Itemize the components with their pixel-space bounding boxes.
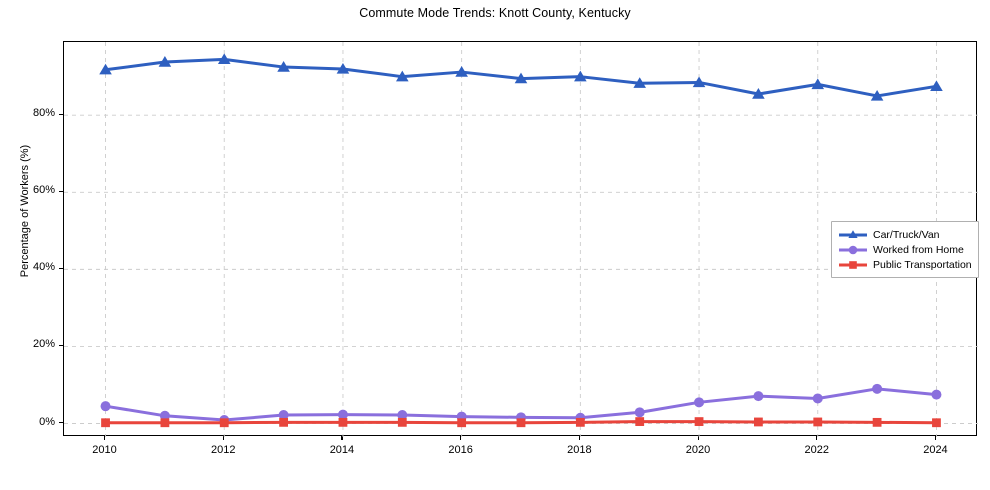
series-public-transportation bbox=[101, 417, 941, 428]
data-point-marker bbox=[277, 61, 290, 72]
data-point-marker bbox=[101, 418, 110, 428]
data-point-marker bbox=[575, 417, 585, 427]
data-point-marker bbox=[574, 70, 587, 82]
data-point-marker bbox=[633, 77, 647, 88]
legend-label: Car/Truck/Van bbox=[873, 228, 940, 241]
data-point-marker bbox=[397, 410, 408, 421]
data-point-marker bbox=[337, 409, 348, 420]
data-point-marker bbox=[694, 397, 705, 408]
y-axis-tick-mark bbox=[59, 190, 63, 192]
x-axis-tick-label: 2016 bbox=[448, 444, 473, 456]
x-axis-tick-label: 2014 bbox=[329, 444, 355, 456]
data-point-marker bbox=[753, 391, 764, 402]
y-axis-tick-label: 60% bbox=[32, 184, 55, 197]
legend-label: Public Transportation bbox=[873, 258, 972, 271]
data-point-marker bbox=[99, 63, 112, 75]
data-point-marker bbox=[397, 417, 407, 427]
y-axis-label: Percentage of Workers (%) bbox=[19, 144, 31, 278]
y-axis-tick-mark bbox=[59, 422, 63, 424]
y-axis-tick-mark bbox=[59, 344, 63, 347]
data-point-marker bbox=[813, 417, 823, 427]
data-point-marker bbox=[754, 417, 763, 427]
x-axis-tick-mark bbox=[578, 436, 581, 440]
x-axis-tick-mark bbox=[341, 436, 343, 440]
data-point-marker bbox=[217, 53, 231, 65]
series-layer bbox=[99, 53, 943, 428]
data-point-marker bbox=[930, 80, 943, 91]
data-point-marker bbox=[514, 72, 528, 84]
data-point-marker bbox=[812, 393, 823, 404]
y-axis-tick-label: 80% bbox=[32, 107, 55, 120]
x-axis-tick-mark bbox=[697, 436, 699, 440]
y-axis-tick-label: 40% bbox=[32, 261, 55, 274]
y-axis-tick-label: 0% bbox=[39, 415, 55, 428]
data-point-marker bbox=[160, 418, 170, 428]
data-point-marker bbox=[872, 383, 883, 394]
legend-label: Worked from Home bbox=[873, 243, 964, 256]
x-axis-tick-mark bbox=[460, 436, 462, 440]
y-axis-tick-mark bbox=[59, 113, 63, 115]
y-axis-tick-mark bbox=[59, 267, 63, 270]
legend-item-car-truck-van[interactable]: Car/Truck/Van bbox=[838, 227, 971, 242]
data-point-marker bbox=[516, 418, 526, 428]
x-axis-tick-label: 2020 bbox=[685, 444, 711, 456]
data-point-marker bbox=[931, 389, 942, 400]
data-point-marker bbox=[278, 410, 289, 421]
data-point-marker bbox=[279, 417, 288, 427]
y-axis-tick-label: 20% bbox=[32, 338, 55, 351]
plot-area bbox=[63, 41, 978, 437]
data-point-marker bbox=[635, 417, 645, 426]
x-axis-tick-label: 2018 bbox=[567, 444, 592, 456]
series-car-truck-van bbox=[99, 53, 943, 101]
legend-item-worked-from-home[interactable]: Worked from Home bbox=[838, 242, 971, 257]
x-axis-tick-label: 2024 bbox=[923, 444, 948, 456]
page-title: Commute Mode Trends: Knott County, Kentu… bbox=[359, 6, 631, 20]
data-point-marker bbox=[752, 88, 765, 99]
data-point-marker bbox=[336, 62, 350, 74]
x-axis-tick-mark bbox=[222, 436, 224, 440]
data-point-marker bbox=[100, 401, 111, 412]
legend-swatch-square-icon bbox=[838, 258, 868, 272]
legend-swatch-circle-icon bbox=[838, 243, 868, 257]
data-point-marker bbox=[158, 56, 172, 67]
data-point-marker bbox=[694, 417, 704, 426]
x-axis-tick-mark bbox=[816, 436, 818, 440]
data-point-marker bbox=[634, 407, 645, 418]
legend-swatch-triangle-icon bbox=[838, 228, 868, 242]
chart-legend[interactable]: Car/Truck/Van Worked from Home Public Tr… bbox=[831, 221, 979, 278]
data-point-marker bbox=[395, 70, 409, 82]
plot-svg bbox=[64, 42, 978, 437]
data-point-marker bbox=[692, 76, 706, 88]
data-point-marker bbox=[872, 417, 882, 427]
x-axis-tick-mark bbox=[104, 436, 106, 440]
data-point-marker bbox=[932, 418, 941, 428]
data-point-marker bbox=[338, 417, 348, 427]
x-axis-tick-label: 2012 bbox=[210, 444, 236, 456]
data-point-marker bbox=[455, 66, 468, 77]
x-axis-tick-label: 2010 bbox=[92, 444, 117, 456]
data-point-marker bbox=[457, 418, 467, 428]
data-point-marker bbox=[811, 78, 825, 90]
data-point-marker bbox=[219, 418, 229, 428]
x-axis-tick-label: 2022 bbox=[804, 444, 829, 456]
data-point-marker bbox=[159, 410, 170, 421]
data-point-marker bbox=[870, 89, 884, 101]
legend-item-public-transportation[interactable]: Public Transportation bbox=[838, 257, 972, 272]
x-axis-tick-mark bbox=[934, 436, 937, 440]
